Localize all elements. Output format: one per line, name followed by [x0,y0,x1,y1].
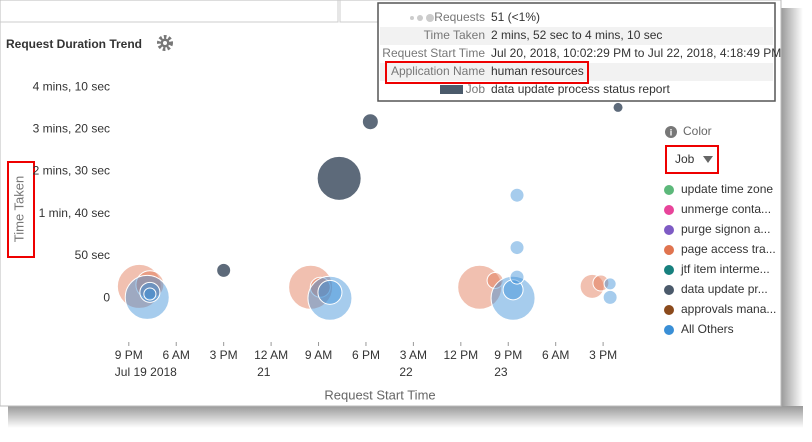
tooltip-row-bg [380,27,773,45]
legend-entry: data update pr... [681,282,768,296]
legend-title: Color [683,124,712,138]
x-tick-label: 3 PM [210,348,238,362]
y-tick-label: 3 mins, 20 sec [33,122,110,136]
x-tick-label: 9 AM [305,348,332,362]
y-tick-label: 1 min, 40 sec [39,206,110,220]
tooltip-label: Requests [434,10,485,24]
legend-swatch [664,205,674,215]
x-tick-label: 12 PM [443,348,478,362]
legend-entry: approvals mana... [681,302,776,316]
dropdown-arrow [703,156,713,163]
gear-icon[interactable] [157,35,173,51]
x-tick-date: 21 [257,365,271,379]
bubble [509,269,525,285]
legend-swatch [664,225,674,235]
job-swatch [440,85,463,94]
tooltip-box [377,2,776,102]
bubble [502,279,524,301]
legend-swatch [664,285,674,295]
bubble [509,187,525,203]
legend-swatch [664,305,674,315]
legend-entry: All Others [681,322,734,336]
highlight-box [385,61,589,84]
y-tick-label: 4 mins, 10 sec [33,79,110,93]
bubble [216,262,232,278]
x-tick-label: 9 PM [494,348,522,362]
y-tick-label: 50 sec [75,248,110,262]
x-tick-label: 9 PM [115,348,143,362]
tooltip-value: 2 mins, 52 sec to 4 mins, 10 sec [491,28,662,42]
bubble [143,287,157,301]
tooltip-value: data update process status report [491,82,670,96]
shadow [8,406,803,428]
legend-entry: update time zone [681,182,773,196]
bubble [317,279,343,305]
bubble [602,289,618,305]
y-tick-label: 2 mins, 30 sec [33,164,110,178]
icon [417,15,423,21]
dropdown-value: Job [675,152,695,166]
legend-swatch [664,185,674,195]
legend-swatch [664,245,674,255]
x-tick-label: 3 PM [589,348,617,362]
y-axis-title: Time Taken [11,176,26,242]
icon [410,16,414,20]
legend-entry: jtf item interme... [680,262,770,276]
legend-swatch [664,325,674,335]
bubble [603,277,617,291]
top-frame [0,0,378,23]
tooltip-label: Application Name [391,64,485,78]
tooltip-value: 51 (<1%) [491,10,540,24]
info-icon-glyph: i [670,127,673,137]
tooltip-label: Job [466,82,486,96]
bubble [490,275,536,321]
bubble [612,101,624,113]
x-tick-label: 6 AM [163,348,190,362]
shadow [781,8,803,408]
tooltip-value: human resources [491,64,584,78]
bubble [486,272,504,290]
chart-title: Request Duration Trend [6,37,142,51]
info-icon[interactable] [665,126,677,138]
x-tick-label: 12 AM [254,348,288,362]
tooltip-value: Jul 20, 2018, 10:02:29 PM to Jul 22, 201… [491,46,781,60]
icon [426,14,434,22]
x-tick-date: 22 [399,365,413,379]
highlight-box [7,161,35,258]
y-tick-label: 0 [103,290,110,304]
x-tick-label: 3 AM [400,348,427,362]
x-tick-date: Jul 19 2018 [115,365,177,379]
legend-entry: page access tra... [681,242,776,256]
x-tick-label: 6 PM [352,348,380,362]
tooltip-row-bg [380,63,773,81]
plot: 0 50 sec 1 min, 40 sec 2 mins, 30 sec 3 mins… [33,79,624,379]
tooltip-label: Request Start Time [382,46,485,60]
color-dropdown[interactable] [665,145,719,174]
legend-entry: unmerge conta... [681,202,771,216]
bubble [361,113,379,131]
legend-entry: purge signon a... [681,222,770,236]
bubble [509,240,525,256]
tooltip: Requests 51 (<1%) Time Taken 2 mins, 52 sec… [377,2,781,102]
bubble [316,155,362,201]
legend-swatch [664,265,674,275]
x-tick-label: 6 AM [542,348,569,362]
x-tick-date: 23 [494,365,508,379]
tooltip-label: Time Taken [424,28,485,42]
x-axis-title: Request Start Time [324,387,435,402]
